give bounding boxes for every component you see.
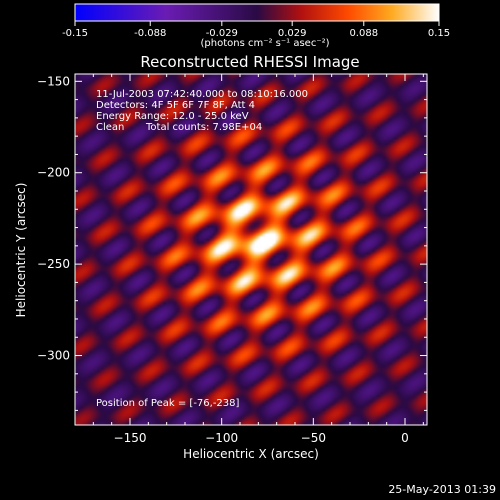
x-tick-label: −100 (205, 431, 238, 445)
detectors: Detectors: 4F 5F 6F 7F 8F, Att 4 (96, 100, 256, 111)
colorbar-ticks: -0.15 -0.088 -0.029 0.029 0.088 0.15 (62, 21, 450, 39)
clean-label: Clean (96, 122, 125, 133)
plot-frame (74, 73, 428, 426)
colorbar-tick-label: -0.088 (134, 28, 166, 39)
y-tick-label: −250 (37, 257, 70, 271)
colorbar-tick-label: 0.088 (349, 28, 378, 39)
y-tick-label: −300 (37, 349, 70, 363)
y-tick-label: −200 (37, 166, 70, 180)
colorbar-tick-label: 0.029 (278, 28, 307, 39)
timestamp: 25-May-2013 01:39 (388, 483, 496, 496)
colorbar (74, 3, 440, 22)
peak-position: Position of Peak = [-76,-238] (96, 398, 240, 409)
chart-title: Reconstructed RHESSI Image (140, 53, 359, 71)
axis-tick-labels: −150 −100 −50 0 −150 −200 −250 −300 (37, 74, 409, 445)
heatmap-image (75, 74, 427, 425)
energy-range: Energy Range: 12.0 - 25.0 keV (96, 111, 249, 122)
colorbar-tick-label: -0.15 (62, 28, 88, 39)
x-tick-label: 0 (401, 431, 409, 445)
x-axis-label: Heliocentric X (arcsec) (183, 447, 319, 461)
time-range: 11-Jul-2003 07:42:40.000 to 08:10:16.000 (96, 89, 308, 100)
colorbar-units: (photons cm⁻² s⁻¹ asec⁻²) (200, 38, 330, 49)
y-tick-label: −150 (37, 74, 70, 88)
colorbar-tick-label: 0.15 (428, 28, 450, 39)
x-tick-label: −50 (301, 431, 326, 445)
colorbar-tick-label: -0.029 (206, 28, 238, 39)
total-counts: Total counts: 7.98E+04 (146, 122, 263, 133)
y-axis-label: Heliocentric Y (arcsec) (14, 183, 28, 318)
axis-ticks (75, 74, 427, 425)
x-tick-label: −150 (114, 431, 147, 445)
